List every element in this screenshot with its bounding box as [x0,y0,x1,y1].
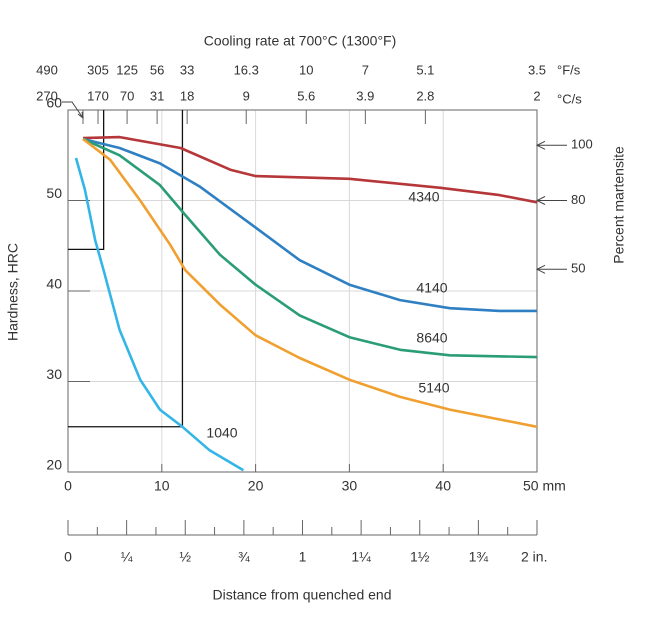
inch-tick-label: 1¾ [469,549,489,565]
chart-title: Cooling rate at 700°C (1300°F) [204,33,397,49]
x-tick-label: 40 [435,478,451,494]
martensite-arrow [535,264,567,274]
plot-frame [67,109,538,473]
curve-label: 5140 [418,380,449,396]
celsius-label: 18 [180,88,194,103]
y-axis-label: Hardness, HRC [5,243,21,341]
y-tick-label: 60 [46,95,62,111]
celsius-label: 170 [87,88,109,103]
inch-tick-label: ½ [179,549,191,565]
celsius-label: 270 [36,88,58,103]
x-axis-label: Distance from quenched end [213,587,392,603]
martensite-arrow [535,140,567,150]
martensite-arrow [535,196,567,205]
x-tick-label: 0 [64,478,72,494]
martensite-label: 50 [571,261,585,276]
curve [82,137,538,359]
curve [82,137,537,313]
curve [82,135,538,204]
celsius-label: 70 [120,88,134,103]
celsius-label: 31 [150,88,164,103]
curve-label: 4140 [416,280,447,296]
curve [74,157,245,472]
cooling-rate-arrow [62,101,84,120]
x-tick-label: 30 [342,478,358,494]
fahrenheit-label: 5.1 [416,62,434,77]
y-tick-label: 50 [46,185,62,201]
y-tick-label: 40 [46,276,62,292]
curve-label: 4340 [408,189,439,205]
fahrenheit-label: 33 [180,62,194,77]
celsius-label: 2.8 [416,88,434,103]
fahrenheit-label: 125 [116,62,138,77]
fahrenheit-label: 56 [150,62,164,77]
celsius-unit: °C/s [557,91,582,106]
fahrenheit-label: 3.5 [528,62,546,77]
inch-tick-label: 1¼ [351,549,371,565]
martensite-label: 80 [571,192,585,207]
fahrenheit-label: 7 [362,62,369,77]
fahrenheit-label: 16.3 [234,62,259,77]
inch-tick-label: ¾ [238,549,250,565]
fahrenheit-unit: °F/s [557,62,581,77]
inch-tick-label: 1 [299,549,307,565]
x-tick-label: 10 [154,478,170,494]
fahrenheit-label: 305 [87,62,109,77]
celsius-label: 9 [243,88,250,103]
inch-tick-label: 2 in. [521,549,547,565]
x-tick-label: 20 [248,478,264,494]
x-tick-label: 50 mm [523,478,566,494]
celsius-label: 3.9 [356,88,374,103]
inch-tick-label: 0 [64,549,72,565]
y-tick-label: 30 [46,366,62,382]
guide-line [68,110,184,428]
fahrenheit-label: 490 [36,62,58,77]
celsius-label: 2 [533,88,540,103]
curve-label: 8640 [416,330,447,346]
y-tick-label: 20 [46,457,62,473]
martensite-label: 100 [571,137,593,152]
inch-tick-label: ¼ [121,549,133,565]
y2-axis-label: Percent martensite [611,146,627,264]
inch-tick-label: 1½ [410,549,430,565]
guide-line [68,110,105,251]
celsius-label: 5.6 [297,88,315,103]
curve-label: 1040 [206,425,237,441]
curve [82,137,538,429]
fahrenheit-label: 10 [299,62,313,77]
